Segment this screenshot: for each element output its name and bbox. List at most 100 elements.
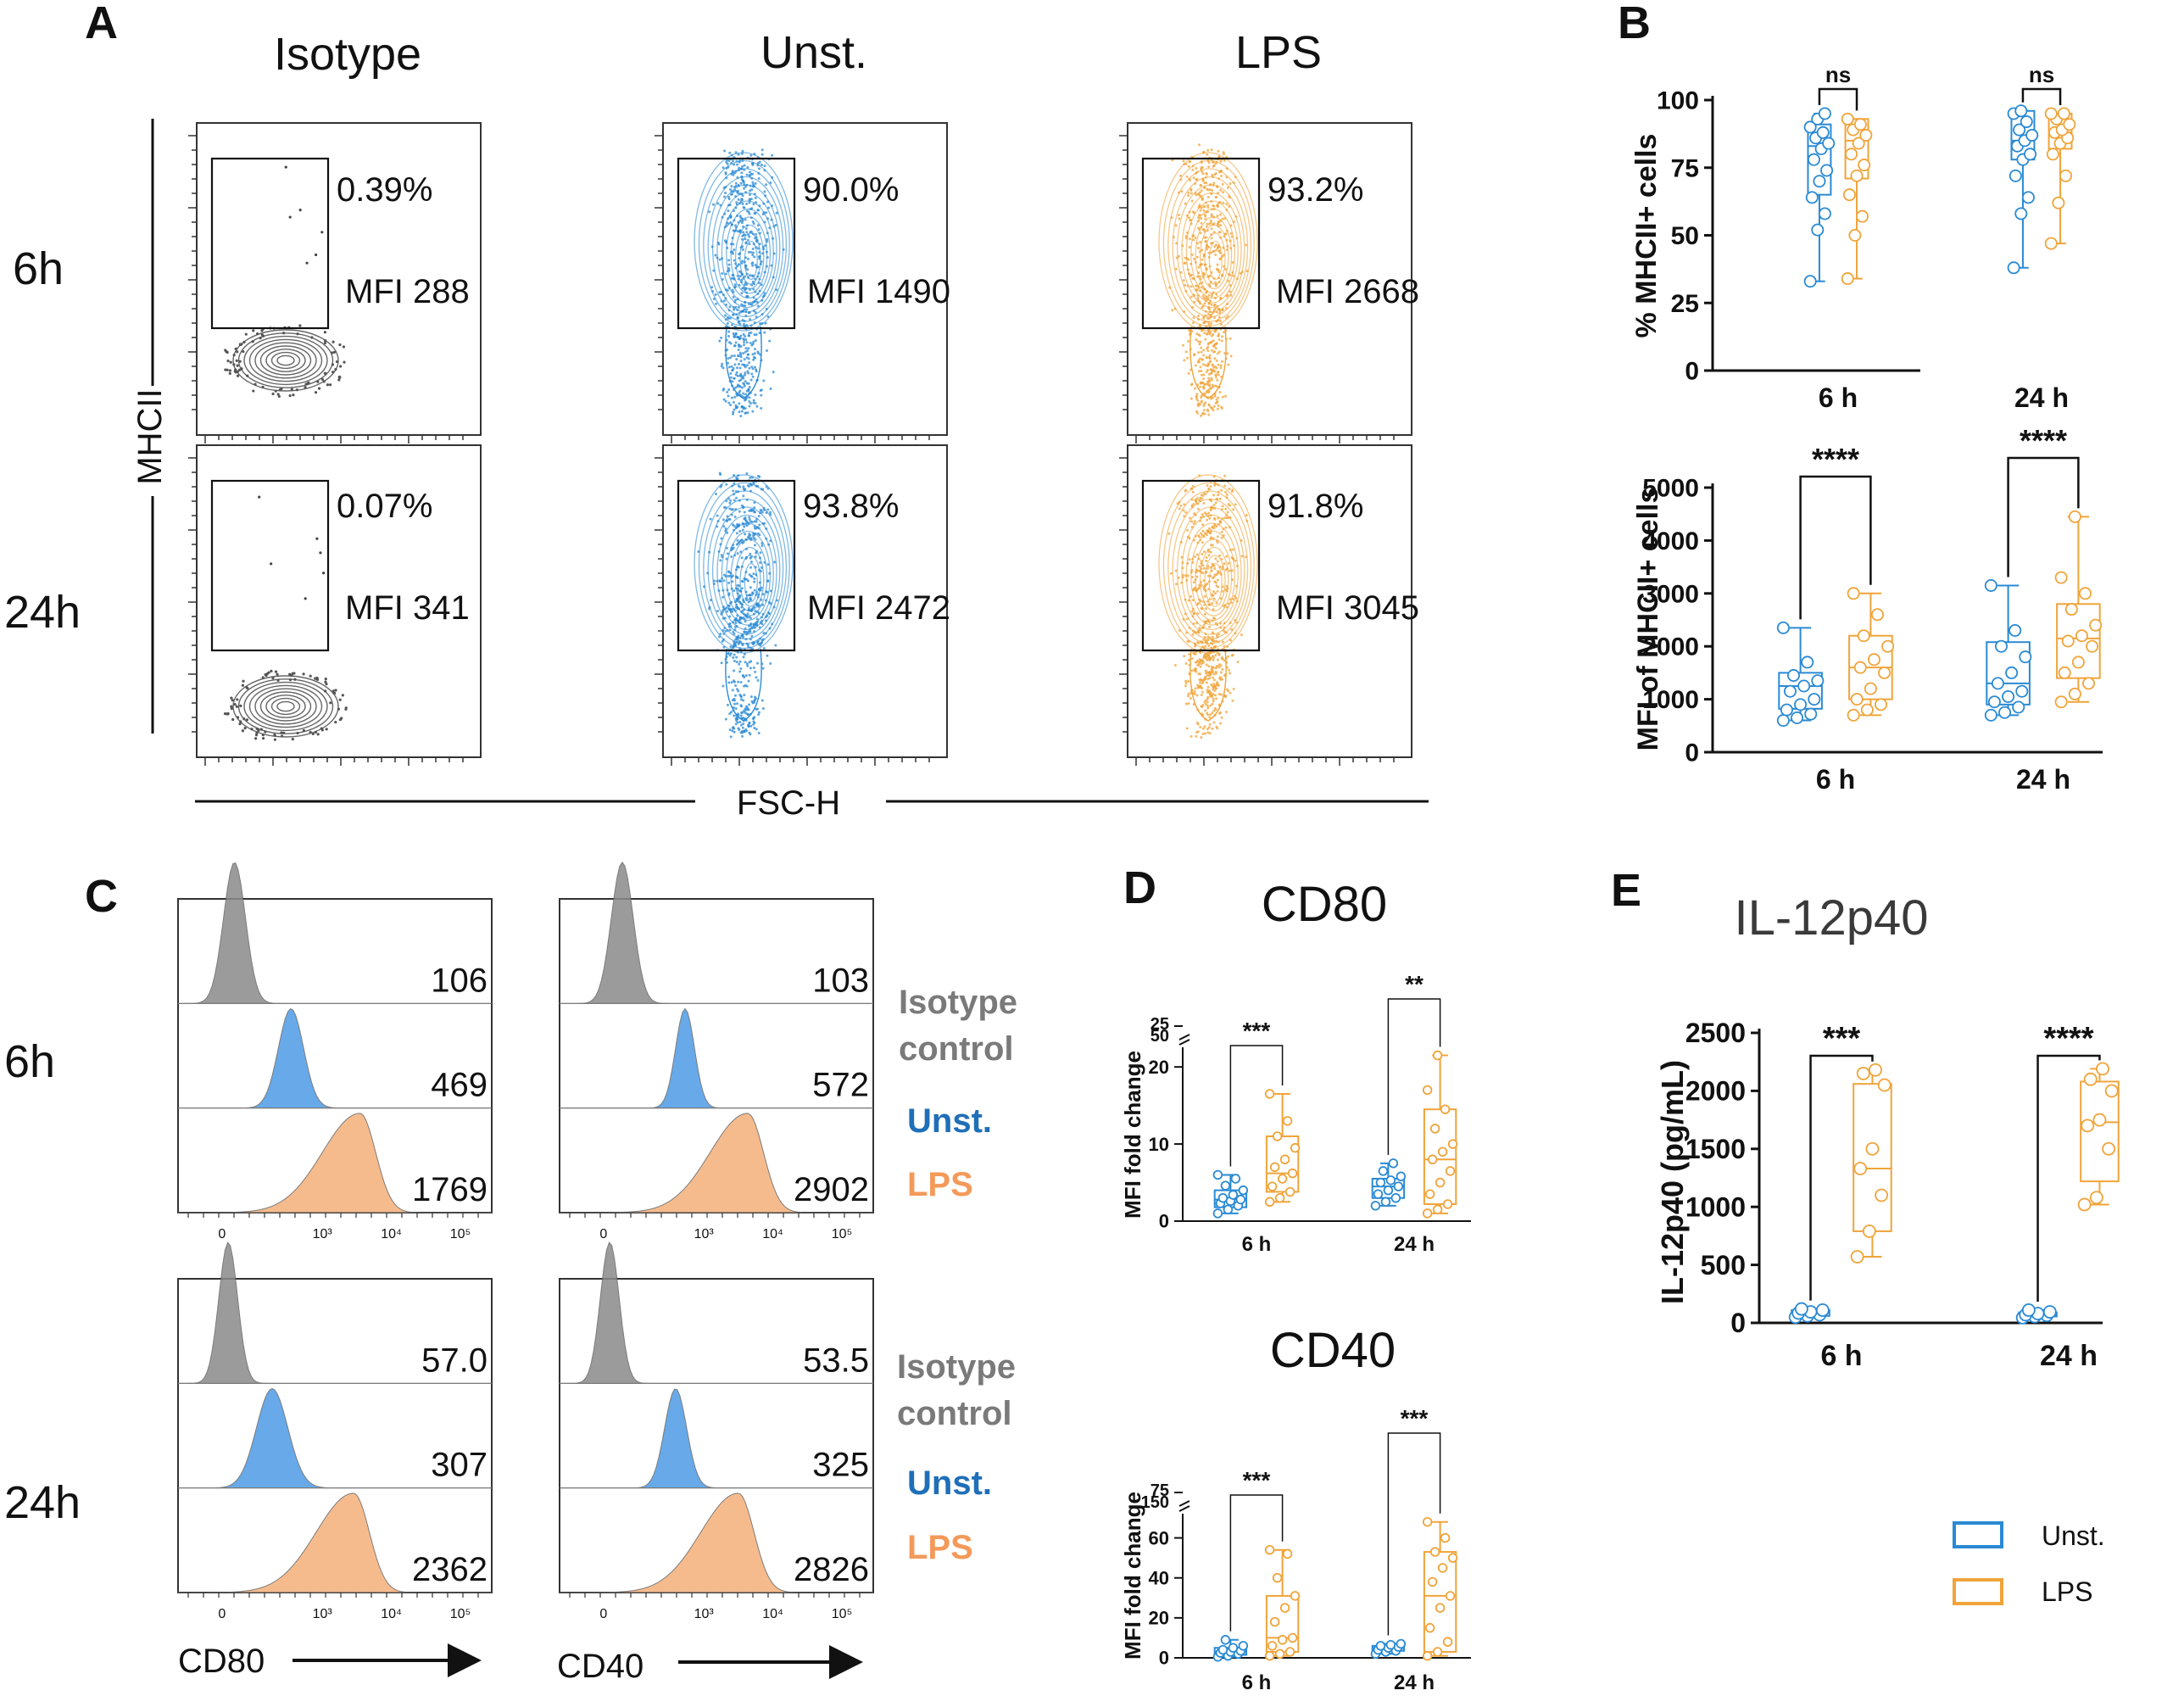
- event-dot: [1215, 398, 1218, 401]
- event-dot: [745, 173, 749, 176]
- significance-bracket: ns: [2021, 62, 2062, 105]
- event-dot: [751, 251, 755, 254]
- event-dot: [1201, 412, 1204, 416]
- event-dot: [1201, 170, 1204, 173]
- data-point: [1813, 175, 1826, 188]
- event-dot: [1190, 199, 1194, 203]
- event-dot: [739, 731, 743, 734]
- data-point: [2008, 169, 2022, 182]
- event-dot: [1204, 644, 1207, 648]
- axis-break: [1178, 1500, 1190, 1507]
- box-iqr: [2056, 603, 2101, 679]
- significance-label: ***: [1243, 1467, 1271, 1493]
- data-point: [1862, 1224, 1876, 1238]
- y-tick-label: 5000: [1642, 475, 1699, 503]
- event-dot: [727, 574, 730, 577]
- significance-label: **: [1405, 971, 1424, 997]
- event-dot: [1199, 340, 1202, 343]
- event-dot: [1195, 255, 1199, 259]
- event-dot: [765, 211, 768, 215]
- contour-line: [259, 345, 312, 376]
- event-dot: [727, 195, 731, 198]
- event-dot: [1187, 658, 1190, 661]
- event-dot: [1218, 554, 1222, 557]
- event-dot: [734, 496, 738, 499]
- event-dot: [734, 285, 738, 288]
- contour-line: [1208, 562, 1223, 603]
- event-dot: [731, 580, 734, 583]
- event-dot: [754, 510, 757, 514]
- event-dot: [724, 630, 727, 633]
- event-dot: [1186, 639, 1190, 643]
- data-point: [1801, 656, 1814, 669]
- event-dot: [1211, 363, 1214, 366]
- event-dot: [1195, 721, 1199, 724]
- event-dot: [724, 399, 727, 403]
- event-dot: [733, 669, 736, 672]
- event-dot: [320, 728, 324, 732]
- event-dot: [1195, 694, 1199, 697]
- event-dot: [1218, 311, 1222, 315]
- event-dot: [1245, 243, 1248, 247]
- bracket-line: [2036, 1054, 2101, 1302]
- event-dot: [290, 674, 293, 678]
- contour-line: [739, 555, 761, 607]
- event-dot: [1221, 505, 1224, 508]
- event-dot: [755, 707, 759, 711]
- event-dot: [733, 653, 736, 656]
- event-dot: [1216, 570, 1219, 573]
- event-dot: [745, 662, 749, 666]
- event-dot: [280, 731, 283, 734]
- event-dot: [1209, 672, 1212, 676]
- event-dot: [1174, 569, 1178, 572]
- significance-label: ****: [2043, 1021, 2093, 1057]
- event-dot: [727, 209, 730, 213]
- data-point: [1984, 708, 1997, 722]
- event-dot: [1192, 522, 1195, 525]
- event-dot: [1218, 257, 1222, 260]
- event-dot: [1207, 161, 1211, 165]
- event-dot: [1206, 298, 1210, 301]
- event-dot: [1239, 271, 1242, 275]
- event-dot: [751, 220, 755, 224]
- event-dot: [1195, 498, 1198, 501]
- event-dot: [271, 392, 275, 396]
- event-dot: [1228, 569, 1231, 572]
- y-break-label: 150: [1141, 1493, 1169, 1512]
- event-dot: [1215, 293, 1218, 296]
- event-dot: [1229, 639, 1233, 642]
- event-dot: [744, 711, 748, 715]
- event-dot: [1227, 503, 1230, 506]
- box-LPS-6 h: [1850, 1063, 1892, 1264]
- event-dot: [261, 733, 265, 737]
- event-dot: [1201, 572, 1205, 575]
- event-dot: [1184, 234, 1188, 237]
- data-point: [1998, 706, 2012, 719]
- event-dot: [1207, 372, 1211, 376]
- significance-label: ns: [2029, 62, 2054, 87]
- event-dot: [722, 595, 725, 599]
- contour-line: [1190, 208, 1236, 299]
- event-dot: [748, 201, 751, 204]
- event-dot: [761, 667, 765, 670]
- event-dot: [729, 645, 733, 649]
- event-dot: [751, 367, 755, 371]
- event-dot: [1211, 369, 1214, 372]
- event-dot: [727, 263, 731, 266]
- event-dot: [1197, 143, 1201, 147]
- event-dot: [1206, 713, 1210, 717]
- event-dot: [314, 730, 318, 734]
- event-dot: [748, 235, 751, 238]
- event-dot: [255, 727, 259, 731]
- event-dot: [734, 638, 738, 641]
- data-point: [2102, 1141, 2116, 1156]
- event-dot: [1223, 644, 1226, 648]
- box-Unst.-24 h: [1370, 1638, 1407, 1660]
- significance-bracket: ***: [1809, 1021, 1874, 1301]
- event-dot: [1212, 344, 1215, 348]
- event-dot: [1207, 403, 1211, 406]
- contour-line: [739, 232, 761, 285]
- event-dot: [736, 385, 739, 388]
- event-dot: [1194, 687, 1197, 690]
- event-dot: [749, 552, 752, 555]
